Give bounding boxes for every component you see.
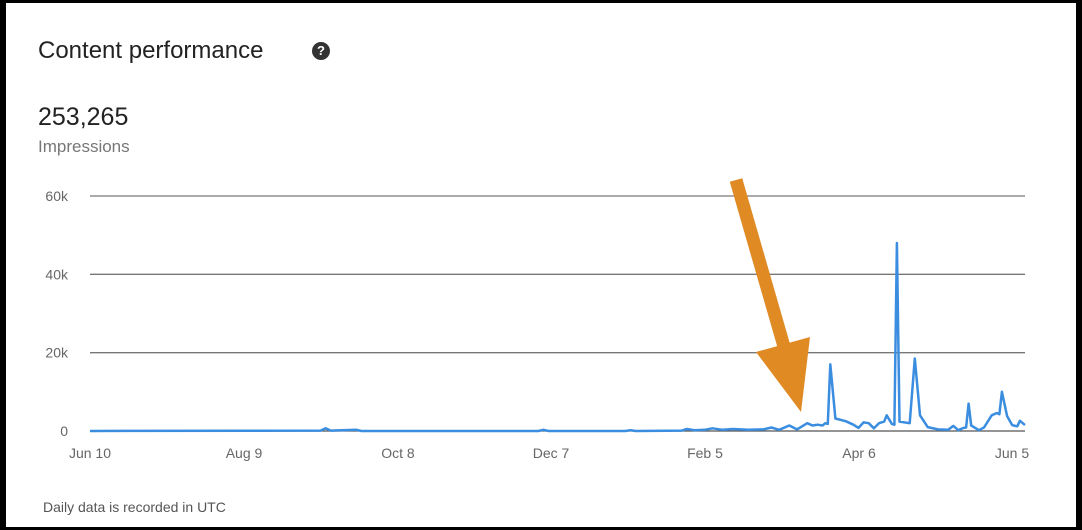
x-tick-label: Jun 5 — [995, 445, 1029, 461]
impressions-line — [89, 241, 1026, 433]
y-tick-label: 0 — [60, 423, 68, 439]
utc-footnote: Daily data is recorded in UTC — [43, 499, 226, 515]
x-tick-label: Oct 8 — [381, 445, 415, 461]
x-tick-label: Feb 5 — [687, 445, 723, 461]
impressions-label: Impressions — [38, 137, 130, 156]
y-tick-label: 20k — [45, 345, 69, 361]
x-tick-label: Apr 6 — [842, 445, 876, 461]
card-title: Content performance — [38, 37, 264, 64]
y-tick-label: 60k — [45, 188, 69, 204]
x-tick-label: Dec 7 — [533, 445, 570, 461]
impressions-value: 253,265 — [38, 103, 129, 131]
x-tick-label: Jun 10 — [69, 445, 111, 461]
x-tick-label: Aug 9 — [226, 445, 263, 461]
y-tick-label: 40k — [45, 266, 69, 282]
question-circle-icon[interactable]: ? — [312, 42, 330, 60]
annotation-arrow — [729, 178, 810, 412]
